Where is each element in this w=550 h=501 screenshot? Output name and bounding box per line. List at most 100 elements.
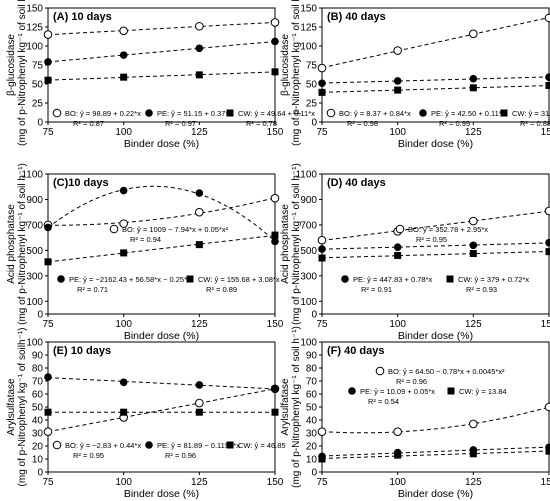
legend-marker — [145, 109, 153, 117]
regression-equation: CW: ŷ = 49.64 + 0.11*x — [238, 109, 315, 118]
regression-equation: PE: ŷ = 10.09 + 0.05*x — [360, 387, 435, 396]
y-axis-label: Acid phosphatase(mg of p-Nitrophenyl kg⁻… — [6, 163, 28, 325]
data-point — [195, 71, 203, 79]
fit-line — [321, 76, 550, 84]
x-tick-label: 150 — [541, 477, 550, 488]
series-pe: PE: ŷ = 10.09 + 0.05*xR² = 0.54 — [318, 387, 550, 461]
y-axis-label-line: (mg of p-Nitrophenyl kg⁻¹ of soilh⁻¹) — [17, 328, 28, 487]
y-tick-label: 30 — [306, 429, 318, 440]
data-point — [394, 251, 402, 259]
series-bo: BO: ŷ = 64.50 − 0.78*x + 0.0045*x² R² = 0… — [317, 366, 550, 437]
x-tick-label: 75 — [316, 319, 328, 330]
regression-equation: CW: ŷ = 155.68 + 3.08*x — [198, 275, 280, 284]
fit-line — [321, 17, 550, 69]
y-axis-label-line: Arylsulfatase — [6, 378, 17, 436]
panel-label: (C)10 days — [53, 177, 109, 189]
plot-frame — [321, 173, 550, 315]
r-squared-label: R² = 0.91 — [361, 285, 392, 294]
y-tick-label: 25 — [32, 99, 44, 110]
legend-marker — [145, 441, 153, 449]
y-axis-label-line: (mg of p-Nitrophenyl kg⁻¹ of soil h⁻¹) — [17, 163, 28, 325]
y-tick-label: 50 — [306, 403, 318, 414]
fit-line — [321, 210, 550, 242]
data-point — [43, 427, 53, 437]
chart-panel-6: 0 10 20 30 40 50 60 70 80 90 100 75 100 125 150 Binder … — [280, 326, 550, 500]
legend-marker — [375, 366, 385, 376]
y-tick-label: 50 — [32, 80, 44, 91]
data-point — [195, 44, 204, 53]
y-axis-label: Arylsulfatase(mg of p-Nitrophenyl kg⁻¹ o… — [280, 326, 302, 488]
data-point — [271, 237, 279, 246]
plot-frame — [47, 7, 276, 123]
regression-equation: BO: ŷ = 8.37 + 0.84*x — [339, 109, 411, 118]
data-point — [544, 402, 550, 412]
panel-label: (F) 40 days — [327, 345, 384, 357]
r-squared-label: R² = 0.93 — [466, 285, 497, 294]
x-tick-label: 150 — [267, 477, 284, 488]
y-tick-label: 125 — [300, 23, 317, 34]
r-squared-label: R² = 0.96 — [165, 451, 196, 460]
data-point — [393, 46, 402, 55]
legend-marker — [52, 108, 62, 118]
y-tick-label: 20 — [32, 442, 44, 453]
data-point — [44, 373, 52, 381]
regression-equation: CW: ŷ = 31.33 + 0.10*x — [512, 109, 550, 118]
x-tick-label: 150 — [541, 127, 550, 138]
data-point — [317, 427, 327, 437]
data-point — [195, 207, 204, 217]
r-squared-label: R² = 0.71 — [77, 285, 108, 294]
y-tick-label: 10 — [306, 455, 318, 466]
y-tick-label: 500 — [300, 246, 317, 257]
r-squared-label: R² = 0.54 — [368, 397, 399, 406]
legend-marker — [446, 275, 454, 283]
panel-label: (B) 40 days — [327, 11, 386, 23]
legend-marker — [52, 440, 62, 450]
x-tick-label: 75 — [42, 477, 54, 488]
legend-marker — [109, 224, 119, 234]
data-point — [318, 88, 326, 96]
series-cw: CW: ŷ = 379 + 0.72*xR² = 0.93 — [318, 248, 550, 294]
y-tick-label: 90 — [32, 351, 44, 362]
regression-equation: BO: ŷ = 64.50 − 0.78*x + 0.0045*x² — [388, 367, 505, 376]
fit-line — [47, 377, 276, 390]
data-point — [469, 29, 478, 39]
r-squared-label: R² = 0.89 — [206, 285, 237, 294]
y-tick-label: 1100 — [21, 170, 43, 181]
fit-line — [47, 21, 276, 36]
regression-equation: BO: ŷ = 352.78 + 2.95*x — [408, 225, 488, 234]
fit-line — [47, 234, 276, 263]
data-point — [469, 84, 477, 92]
plot-frame — [321, 341, 550, 473]
data-point — [271, 68, 279, 76]
regression-equation: PE: ŷ = 42.50 + 0.11*x — [431, 109, 506, 118]
data-point — [545, 82, 550, 90]
x-tick-label: 125 — [465, 477, 482, 488]
y-tick-label: 700 — [300, 220, 317, 231]
y-tick-label: 150 — [300, 4, 317, 15]
y-tick-label: 60 — [306, 390, 318, 401]
data-point — [119, 219, 128, 228]
series-bo: BO: ŷ = 8.37 + 0.84*xR² = 0.98 — [317, 13, 550, 128]
data-point — [44, 58, 52, 66]
data-point — [270, 18, 280, 27]
x-axis-label: Binder dose (%) — [124, 488, 199, 500]
data-point — [545, 248, 550, 256]
y-axis-label: Arylsulfatase(mg of p-Nitrophenyl kg⁻¹ o… — [6, 328, 28, 487]
fit-line — [47, 388, 276, 433]
regression-equation: BO: ŷ = −2.83 + 0.44*x — [65, 441, 141, 450]
legend-marker — [226, 109, 234, 117]
y-tick-label: 20 — [306, 442, 318, 453]
data-point — [195, 241, 203, 249]
series-pe: PE: ŷ = 81.89 − 0.1196*xR² = 0.96 — [44, 373, 279, 460]
regression-equation: PE: ŷ = 447.83 + 0.78*x — [353, 275, 432, 284]
y-tick-label: 75 — [32, 61, 44, 72]
fit-line — [48, 197, 276, 226]
y-axis-label-line: (mg of p-Nitrophenyl kg⁻¹ of soil h⁻¹) — [17, 0, 28, 146]
y-tick-label: 0 — [311, 468, 317, 479]
chart-panel-5: 0 10 20 30 40 50 60 70 80 90 100 75 100 125 150 Binder … — [6, 328, 286, 500]
y-tick-label: 40 — [306, 416, 318, 427]
legend-marker — [395, 224, 405, 234]
data-point — [271, 231, 279, 239]
